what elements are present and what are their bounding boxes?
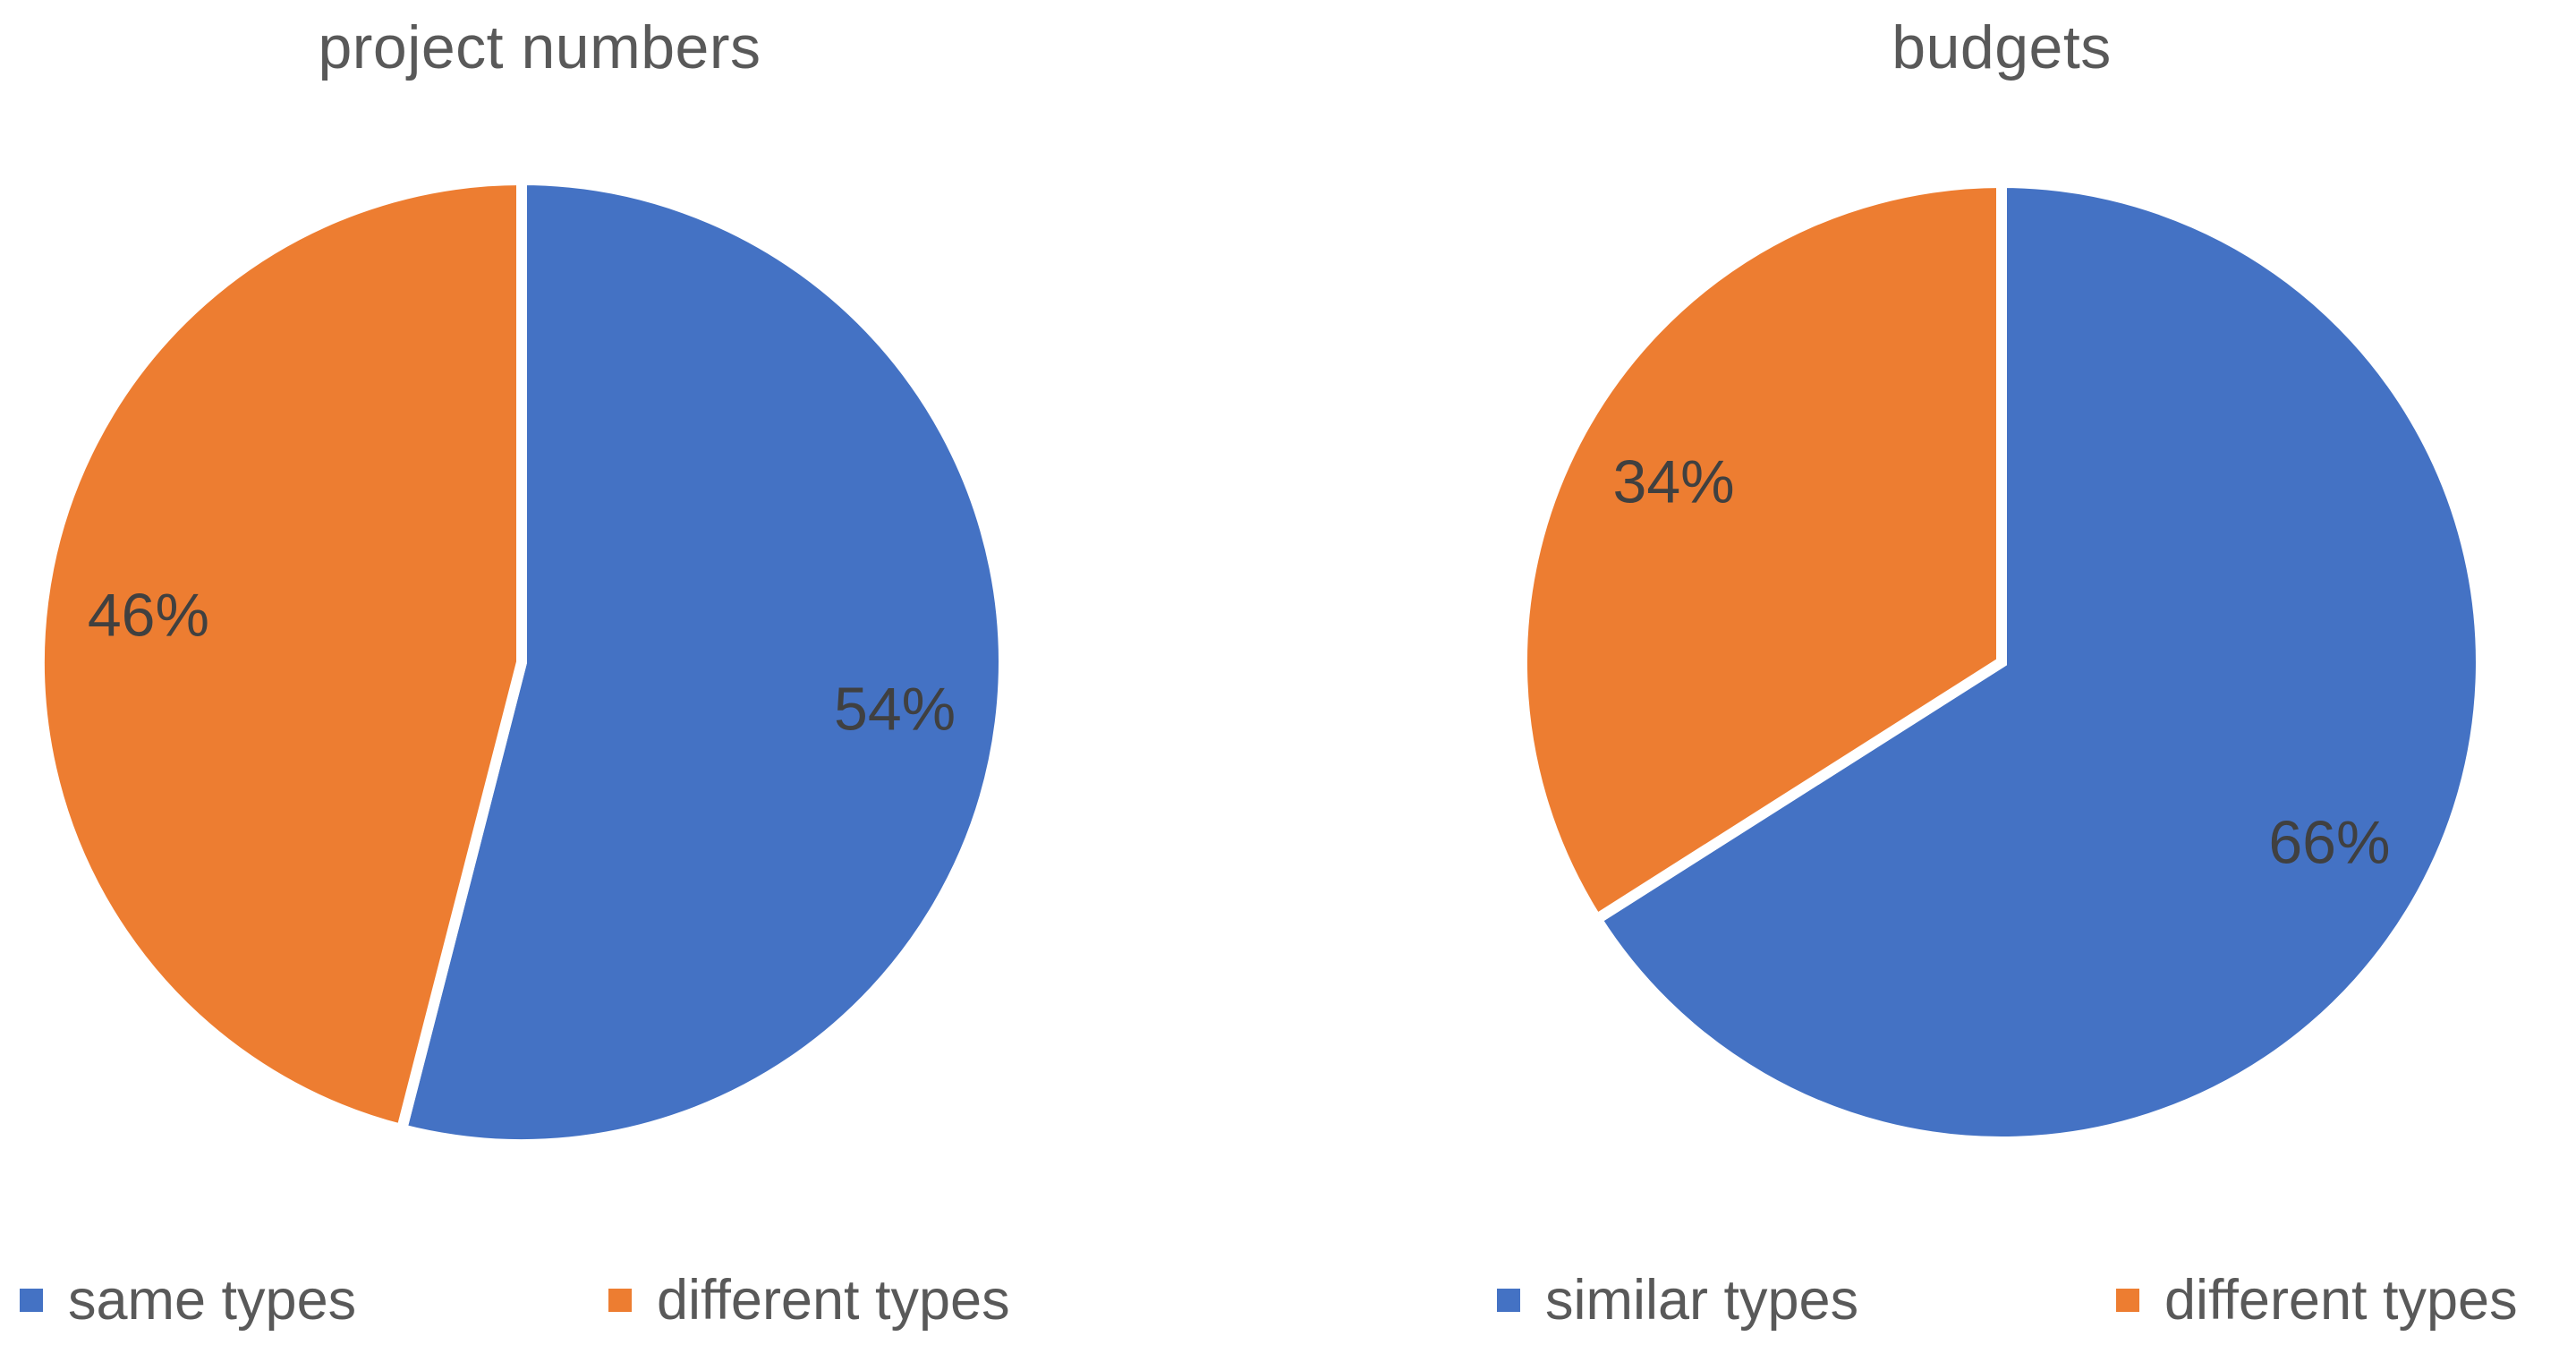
legend-label-different-types: different types <box>2164 1269 2518 1332</box>
legend-item-different-types: different types <box>2116 1269 2518 1332</box>
legend-budgets: similar types different types <box>1427 1269 2576 1332</box>
chart-title-project-numbers: project numbers <box>318 13 761 81</box>
pie-budgets: 66% 34% <box>1517 177 2487 1147</box>
legend-label-same-types: same types <box>68 1269 357 1332</box>
chart-project-numbers: project numbers 54% 46% same types differe… <box>16 0 1063 1362</box>
legend-swatch-different-types <box>2116 1289 2139 1312</box>
data-label-similar-types: 66% <box>2268 808 2390 876</box>
pie-project-numbers: 54% 46% <box>34 175 1009 1150</box>
legend-project-numbers: same types different types <box>16 1269 1063 1332</box>
pie-slice-different-types <box>34 175 527 1136</box>
chart-title-budgets: budgets <box>1892 13 2112 81</box>
data-label-different-types: 46% <box>88 581 209 649</box>
pie-slice-different-types <box>1517 177 2007 927</box>
pie-slice-similar-types <box>1589 177 2487 1147</box>
legend-item-same-types: same types <box>20 1269 356 1332</box>
legend-swatch-different-types <box>608 1289 632 1312</box>
legend-label-similar-types: similar types <box>1545 1269 1859 1332</box>
chart-budgets: budgets 66% 34% similar types different ty… <box>1427 0 2576 1362</box>
legend-swatch-same-types <box>20 1289 43 1312</box>
data-label-different-types: 34% <box>1613 448 1735 516</box>
pie-slice-same-types <box>395 175 1009 1150</box>
data-label-same-types: 54% <box>834 676 956 744</box>
legend-item-different-types: different types <box>608 1269 1010 1332</box>
legend-swatch-similar-types <box>1497 1289 1520 1312</box>
legend-item-similar-types: similar types <box>1497 1269 1858 1332</box>
legend-label-different-types: different types <box>657 1269 1010 1332</box>
